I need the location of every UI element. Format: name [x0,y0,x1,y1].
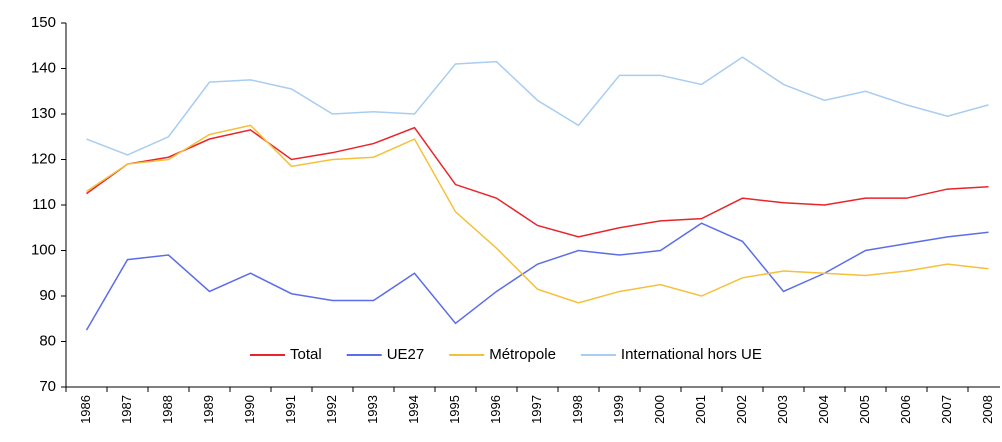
series-line [86,124,989,304]
legend-label: Total [290,346,322,363]
x-tick-label: 1989 [201,395,216,424]
x-tick-label: 2006 [898,395,913,424]
x-tick-label: 1988 [160,395,175,424]
y-tick-label: 150 [31,14,56,31]
x-tick-label: 1986 [78,395,93,424]
legend-label: International hors UE [621,346,762,363]
x-tick-label: 2000 [652,395,667,424]
x-tick-label: 2001 [693,395,708,424]
x-tick-label: 1998 [570,395,585,424]
y-tick-label: 140 [31,59,56,76]
x-tick-label: 1993 [365,395,380,424]
legend-label: Métropole [489,346,556,363]
y-tick-label: 120 [31,150,56,167]
x-tick-label: 1994 [406,395,421,424]
series-line [85,222,989,331]
legend-label: UE27 [387,346,425,363]
y-tick-label: 80 [39,332,56,349]
x-tick-label: 1995 [447,395,462,424]
series-line [86,56,989,156]
x-tick-label: 2002 [734,395,749,424]
x-tick-label: 1996 [488,395,503,424]
y-tick-label: 110 [32,196,56,213]
x-tick-label: 2005 [857,395,872,424]
x-tick-label: 1997 [529,395,544,424]
y-tick-label: 70 [39,378,56,395]
x-tick-label: 2004 [816,395,831,424]
x-tick-label: 1992 [324,395,339,424]
y-tick-label: 130 [31,105,56,122]
y-tick-label: 100 [31,241,56,258]
x-tick-label: 1991 [283,395,298,424]
x-tick-label: 1999 [611,395,626,424]
x-tick-label: 1990 [242,395,257,424]
y-tick-label: 90 [39,287,56,304]
x-tick-label: 2008 [980,395,995,424]
series-line [86,126,989,238]
x-tick-label: 2003 [775,395,790,424]
x-tick-label: 1987 [119,395,134,424]
x-tick-label: 2007 [939,395,954,424]
